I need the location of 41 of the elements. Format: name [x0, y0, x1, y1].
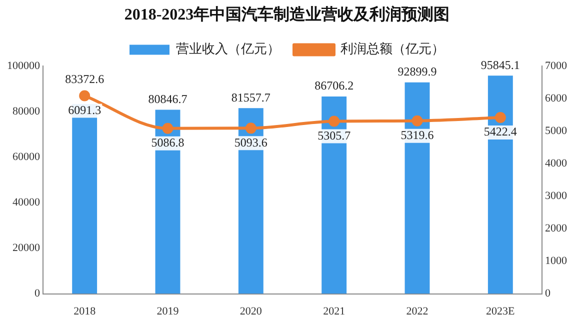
point	[494, 112, 506, 123]
y2-tick-label: 4000	[545, 158, 568, 170]
point	[79, 90, 90, 102]
x-tick-label: 2021	[323, 305, 346, 318]
point	[328, 116, 340, 127]
y2-tick-label: 3000	[545, 190, 568, 202]
point	[162, 122, 174, 134]
data-label: 5319.6	[400, 128, 434, 142]
data-label: 86706.2	[314, 78, 354, 93]
y-tick-label: 20000	[12, 242, 40, 254]
y2-tick-label: 7000	[545, 60, 568, 72]
y-tick-label: 0	[34, 288, 40, 300]
data-label: 6091.3	[68, 102, 102, 117]
x-tick-label: 2022	[406, 305, 428, 318]
y-tick-label: 60000	[12, 151, 40, 164]
x-tick-label: 2019	[156, 305, 180, 318]
y2-tick-label: 5000	[545, 125, 568, 138]
y2-tick-label: 1000	[545, 255, 568, 268]
chart-title: 2018-2023年中国汽车制造业营收及利润预测图	[124, 6, 450, 24]
data-label: 81557.7	[231, 90, 270, 104]
point	[245, 122, 256, 134]
y-tick-label: 100000	[7, 60, 40, 72]
data-label: 5093.6	[234, 135, 268, 150]
data-label: 5422.4	[484, 124, 517, 139]
data-label: 92899.9	[398, 64, 437, 79]
legend-label: 营业收入（亿元）	[176, 41, 280, 56]
y2-tick-label: 2000	[545, 222, 568, 235]
legend-label: 利润总额（亿元）	[340, 41, 444, 56]
x-tick-label: 2018	[74, 305, 96, 318]
x-tick-label: 2020	[240, 305, 262, 318]
data-label: 5086.8	[151, 136, 184, 150]
y2-tick-label: 0	[545, 288, 551, 300]
data-label: 83372.6	[65, 72, 104, 86]
x-tick-label: 2023E	[486, 305, 516, 318]
data-label: 5305.7	[318, 128, 351, 142]
y-tick-label: 80000	[12, 106, 40, 118]
point	[412, 115, 423, 126]
y2-tick-label: 6000	[545, 92, 568, 105]
y-tick-label: 40000	[12, 196, 40, 209]
data-label: 95845.1	[480, 58, 520, 72]
data-label: 80846.7	[148, 92, 188, 106]
